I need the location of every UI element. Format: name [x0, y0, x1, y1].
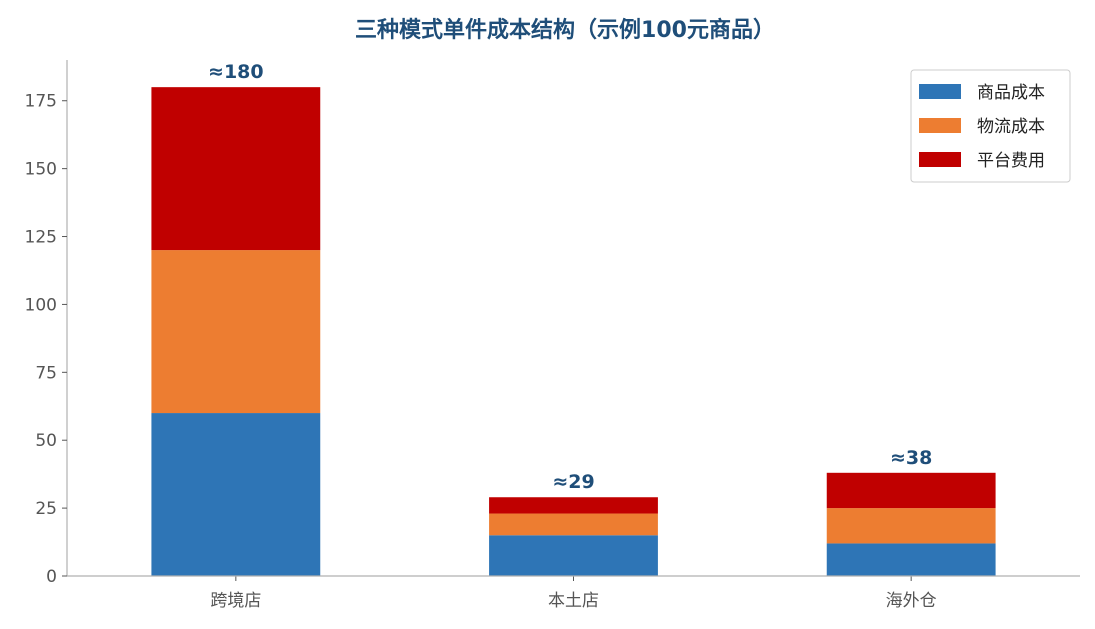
- y-tick-label: 125: [25, 228, 57, 248]
- bar-segment-1-3: [826, 543, 996, 576]
- total-label: ≈29: [552, 471, 594, 493]
- bar-segment-2-3: [826, 508, 996, 544]
- y-tick-label: 100: [25, 295, 57, 315]
- y-tick-label: 75: [35, 363, 57, 383]
- y-tick-label: 50: [35, 431, 57, 451]
- bar-segment-1-2: [489, 535, 658, 576]
- y-tick-label: 175: [25, 92, 57, 112]
- x-tick-label: 跨境店: [210, 591, 261, 611]
- bar-segment-3-2: [489, 497, 658, 514]
- bar-segment-2-2: [489, 513, 658, 536]
- legend-label: 物流成本: [977, 117, 1045, 137]
- x-tick-label: 本土店: [548, 591, 599, 611]
- chart-title: 三种模式单件成本结构（示例100元商品）: [355, 17, 775, 43]
- y-tick-label: 150: [25, 160, 57, 180]
- legend-swatch: [919, 84, 961, 99]
- y-tick-label: 25: [35, 499, 57, 519]
- bar-segment-3-3: [826, 472, 996, 509]
- bar-segment-1-1: [151, 413, 321, 576]
- bar-segment-3-1: [151, 87, 321, 251]
- total-label: ≈38: [890, 447, 932, 469]
- legend-label: 商品成本: [977, 83, 1045, 103]
- legend-swatch: [919, 118, 961, 133]
- bar-segment-2-1: [151, 250, 321, 414]
- plot-area: ≈180 ≈29 ≈38: [151, 61, 996, 576]
- axes: 跨境店 本土店 海外仓 0 25 50 75 100 125 150 175: [25, 60, 1080, 611]
- x-tick-label: 海外仓: [886, 591, 937, 611]
- y-tick-label: 0: [46, 567, 57, 587]
- legend-label: 平台费用: [977, 151, 1045, 171]
- total-label: ≈180: [208, 61, 264, 83]
- legend-swatch: [919, 152, 961, 167]
